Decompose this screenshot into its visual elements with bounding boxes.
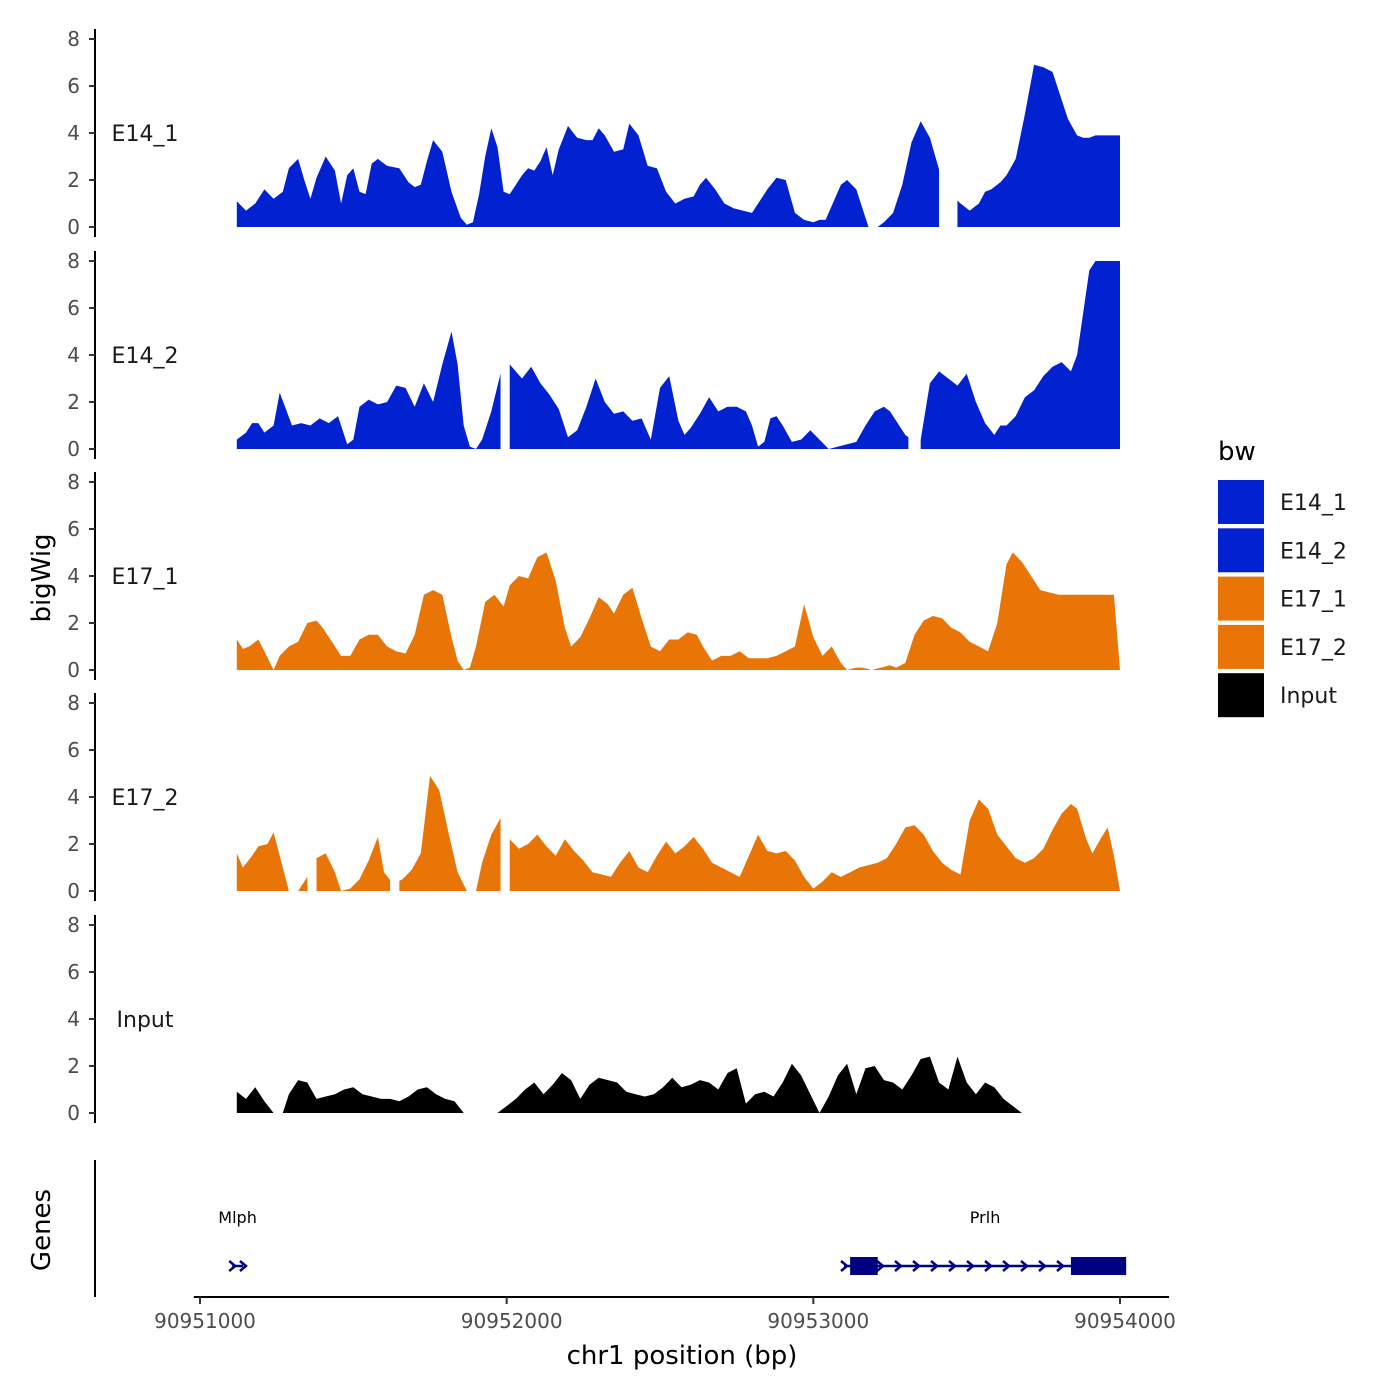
coverage-gap xyxy=(939,35,958,229)
legend-title: bw xyxy=(1218,437,1256,467)
track-label: E17_2 xyxy=(112,786,179,811)
x-tick-label: 90951000 xyxy=(154,1309,256,1333)
y-tick-label: 4 xyxy=(67,343,80,367)
strand-arrow xyxy=(1038,1260,1047,1272)
coverage-gap xyxy=(500,699,510,893)
tracks-layer: 0 2 4 6 8 E14_1 0 2 4 6 8 E14_2 0 2 4 6 8 E17_1 0 2 4 6 8 E17_2… xyxy=(67,27,1121,1125)
legend-item-E14_1: E14_1 xyxy=(1218,480,1347,524)
strand-arrow xyxy=(912,1260,921,1272)
y-tick-label: 8 xyxy=(67,27,80,51)
y-tick-label: 2 xyxy=(67,611,80,635)
track-E14_2: 0 2 4 6 8 E14_2 xyxy=(67,249,1121,461)
legend-swatch xyxy=(1218,576,1264,621)
y-tick-label: 0 xyxy=(67,879,80,903)
y-tick-label: 2 xyxy=(67,168,80,192)
x-axis: 90951000 90952000 90953000 90954000 xyxy=(154,1296,1176,1333)
track-E17_2: 0 2 4 6 8 E17_2 xyxy=(67,691,1121,903)
strand-arrow xyxy=(1020,1260,1029,1272)
y-tick-label: 8 xyxy=(67,470,80,494)
gene-Prlh: Prlh xyxy=(840,1208,1127,1275)
track-label: E14_2 xyxy=(112,344,179,369)
legend-swatch xyxy=(1218,480,1264,524)
legend-item-E17_2: E17_2 xyxy=(1218,624,1347,669)
y-axis-title: bigWig xyxy=(27,533,57,622)
strand-arrow xyxy=(1002,1260,1011,1272)
x-tick-label: 90954000 xyxy=(1074,1309,1176,1333)
y-tick-label: 2 xyxy=(67,390,80,414)
y-tick-label: 0 xyxy=(67,437,80,461)
strand-arrow xyxy=(840,1260,849,1272)
strand-arrow xyxy=(930,1260,939,1272)
legend-swatch xyxy=(1218,528,1264,573)
coverage-area-E14_1 xyxy=(236,64,1121,227)
legend: bw E14_1 E14_2 E17_1 E17_2 Input xyxy=(1218,437,1347,718)
y-tick-label: 6 xyxy=(67,960,80,984)
legend-label: E17_1 xyxy=(1280,588,1347,613)
coverage-gap xyxy=(500,257,510,451)
genes-axis-title: Genes xyxy=(27,1189,57,1271)
strand-arrow xyxy=(984,1260,993,1272)
y-tick-label: 2 xyxy=(67,832,80,856)
track-Input: 0 2 4 6 8 Input xyxy=(67,913,1121,1125)
legend-item-E17_1: E17_1 xyxy=(1218,576,1347,621)
coverage-area-E17_1 xyxy=(236,552,1121,670)
coverage-gap xyxy=(908,257,921,451)
x-tick-label: 90952000 xyxy=(461,1309,563,1333)
y-tick-label: 6 xyxy=(67,738,80,762)
y-tick-label: 8 xyxy=(67,913,80,937)
coverage-area-E17_2 xyxy=(236,775,1121,891)
gene-Mlph: Mlph xyxy=(218,1208,257,1272)
y-tick-label: 4 xyxy=(67,785,80,809)
y-tick-label: 4 xyxy=(67,121,80,145)
legend-label: Input xyxy=(1280,684,1337,709)
track-E17_1: 0 2 4 6 8 E17_1 xyxy=(67,470,1121,682)
gene-label: Mlph xyxy=(218,1208,257,1227)
gene-exon xyxy=(1070,1257,1127,1275)
strand-arrow xyxy=(239,1260,248,1272)
coverage-area-E14_2 xyxy=(236,261,1121,449)
coverage-gap xyxy=(390,699,400,893)
x-tick-label: 90953000 xyxy=(767,1309,869,1333)
coverage-gap xyxy=(307,699,317,893)
y-tick-label: 6 xyxy=(67,296,80,320)
y-tick-label: 6 xyxy=(67,517,80,541)
gene-exon xyxy=(850,1257,878,1275)
strand-arrow xyxy=(876,1260,885,1272)
track-label: E17_1 xyxy=(112,565,179,590)
y-tick-label: 8 xyxy=(67,691,80,715)
y-tick-label: 0 xyxy=(67,1101,80,1125)
gene-label: Prlh xyxy=(970,1208,1001,1227)
track-E14_1: 0 2 4 6 8 E14_1 xyxy=(67,27,1121,239)
track-label: E14_1 xyxy=(112,122,179,147)
strand-arrow xyxy=(228,1260,238,1272)
legend-label: E14_2 xyxy=(1280,539,1347,564)
legend-label: E17_2 xyxy=(1280,636,1347,661)
coverage-area-Input xyxy=(236,1056,1121,1113)
legend-item-E14_2: E14_2 xyxy=(1218,528,1347,573)
legend-swatch xyxy=(1218,673,1264,718)
genes-layer: Mlph Prlh xyxy=(94,1160,1127,1297)
y-tick-label: 8 xyxy=(67,249,80,273)
legend-swatch xyxy=(1218,624,1264,669)
legend-item-Input: Input xyxy=(1218,673,1337,718)
y-tick-label: 0 xyxy=(67,658,80,682)
y-tick-label: 4 xyxy=(67,1007,80,1031)
y-tick-label: 6 xyxy=(67,74,80,98)
y-tick-label: 2 xyxy=(67,1054,80,1078)
legend-label: E14_1 xyxy=(1280,491,1347,516)
track-label: Input xyxy=(117,1008,174,1033)
strand-arrow xyxy=(1056,1260,1065,1272)
x-axis-title: chr1 position (bp) xyxy=(567,1341,798,1371)
strand-arrow xyxy=(894,1260,903,1272)
y-tick-label: 4 xyxy=(67,564,80,588)
strand-arrow xyxy=(966,1260,975,1272)
y-tick-label: 0 xyxy=(67,215,80,239)
strand-arrow xyxy=(948,1260,957,1272)
